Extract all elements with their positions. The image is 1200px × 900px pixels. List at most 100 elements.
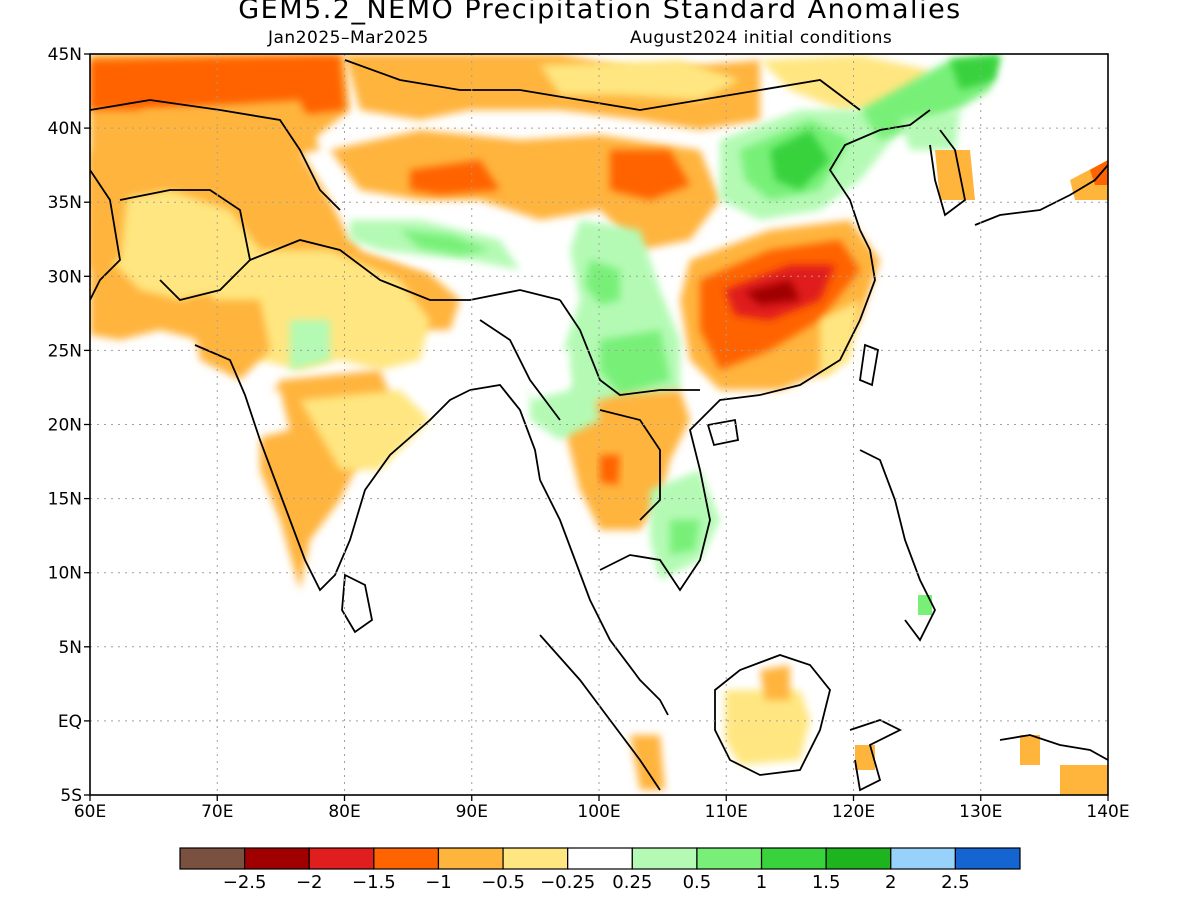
anomaly-area-india-east-light bbox=[300, 390, 430, 470]
coast-myanmar-malay bbox=[539, 479, 669, 716]
lon-tick-label: 110E bbox=[705, 802, 748, 822]
lat-tick-label: 40N bbox=[48, 119, 82, 139]
coast-thai-gulf bbox=[599, 394, 761, 592]
colorbar-label: 0.5 bbox=[683, 872, 712, 893]
colorbar-swatch bbox=[760, 847, 827, 870]
coast-sulawesi bbox=[849, 719, 903, 792]
lon-tick-label: 100E bbox=[577, 802, 620, 822]
coast-china-south bbox=[759, 229, 876, 396]
latitude-labels: 45N 40N 35N 30N 25N 20N 15N 10N 5N EQ 5S bbox=[48, 45, 82, 806]
anomaly-area-mongolia-strip bbox=[540, 60, 740, 100]
colorbar-swatch bbox=[890, 847, 956, 870]
forecast-period: Jan2025–Mar2025 bbox=[268, 28, 429, 48]
colorbar-swatch bbox=[244, 847, 310, 870]
border-afghan-pak bbox=[119, 189, 251, 301]
lat-tick-label: 30N bbox=[48, 267, 82, 287]
axis-ticks bbox=[84, 53, 1109, 801]
lon-tick-label: 120E bbox=[832, 802, 875, 822]
colorbar-label: −1 bbox=[425, 872, 452, 893]
colorbar-label: −2.5 bbox=[223, 872, 267, 893]
anomaly-area-india-west bbox=[190, 300, 270, 380]
anomaly-area-korea-wet bbox=[900, 110, 960, 150]
lat-tick-label: EQ bbox=[58, 712, 82, 732]
anomaly-area-qinghai-dry bbox=[610, 150, 690, 200]
lat-tick-label: 10N bbox=[48, 564, 82, 584]
anomaly-area-central-asia-lightest bbox=[110, 190, 260, 300]
lat-tick-label: 35N bbox=[48, 193, 82, 213]
anomaly-area-india-wet-patch bbox=[290, 320, 330, 370]
border-laos-thai bbox=[599, 409, 661, 521]
colorbar-swatch bbox=[631, 847, 698, 870]
anomaly-area-se-china-darkest bbox=[745, 280, 800, 305]
colorbar-swatch bbox=[825, 847, 892, 870]
border-central-asia bbox=[90, 99, 341, 211]
coast-sumatra bbox=[539, 634, 661, 791]
anomaly-area-japan-core bbox=[1090, 160, 1108, 185]
coast-bay-of-bengal bbox=[469, 384, 541, 481]
anomaly-area-sichuan-wet-core bbox=[585, 260, 620, 305]
anomaly-area-new-guinea-west bbox=[1020, 735, 1040, 765]
coast-hainan bbox=[706, 418, 740, 447]
coast-taiwan bbox=[859, 343, 880, 387]
map-title: GEM5.2_NEMO Precipitation Standard Anoma… bbox=[238, 0, 962, 25]
anomaly-area-west-edge bbox=[90, 150, 130, 270]
anomaly-area-north-china-wet-core bbox=[770, 130, 830, 190]
anomaly-area-indochina-core bbox=[600, 455, 620, 485]
anomaly-area-borneo-north bbox=[760, 665, 790, 700]
lon-tick-label: 140E bbox=[1086, 802, 1129, 822]
longitude-labels: 60E 70E 80E 90E 100E 110E 120E 130E 140E bbox=[74, 802, 1130, 822]
colorbar-swatch bbox=[373, 847, 440, 870]
anomaly-area-tibet-dry-core bbox=[410, 160, 500, 195]
colorbar-label: 0.25 bbox=[612, 872, 652, 893]
anomaly-area-manchuria-core bbox=[950, 55, 1000, 90]
initial-conditions: August2024 initial conditions bbox=[630, 28, 893, 48]
anomaly-shading bbox=[90, 54, 1108, 795]
lat-tick-label: 20N bbox=[48, 416, 82, 436]
colorbar bbox=[179, 847, 1021, 870]
coast-philippines bbox=[859, 449, 937, 642]
border-china-se-asia bbox=[559, 299, 700, 396]
colorbar-label: −0.5 bbox=[481, 872, 525, 893]
lon-tick-label: 130E bbox=[959, 802, 1002, 822]
coast-new-guinea bbox=[999, 734, 1108, 761]
anomaly-area-upper-central-asia bbox=[140, 100, 320, 160]
border-himalaya bbox=[249, 239, 561, 301]
anomaly-area-borneo bbox=[725, 690, 810, 765]
colorbar-label: 2 bbox=[885, 872, 896, 893]
anomaly-area-sumatra-south bbox=[630, 735, 665, 790]
colorbar-label: −0.25 bbox=[540, 872, 595, 893]
lon-tick-label: 60E bbox=[74, 802, 106, 822]
colorbar-swatch bbox=[308, 847, 375, 870]
grid-lines bbox=[90, 54, 1108, 795]
colorbar-swatch bbox=[437, 847, 504, 870]
colorbar-label: 1.5 bbox=[812, 872, 841, 893]
lat-tick-label: 15N bbox=[48, 490, 82, 510]
coast-sri-lanka bbox=[341, 573, 373, 634]
border-mongolia bbox=[344, 59, 861, 111]
lat-tick-label: 5N bbox=[58, 638, 82, 658]
colorbar-swatch bbox=[567, 847, 633, 870]
anomaly-area-india-white bbox=[230, 390, 290, 440]
anomaly-area-korea-south bbox=[935, 150, 975, 200]
lon-tick-label: 70E bbox=[201, 802, 233, 822]
coast-japan bbox=[974, 164, 1108, 226]
coast-india bbox=[194, 344, 471, 592]
anomaly-area-sichuan-wet-south bbox=[600, 330, 670, 395]
anomaly-area-vietnam-wet-core bbox=[670, 520, 700, 555]
colorbar-swatch bbox=[179, 847, 246, 870]
coastlines bbox=[90, 59, 1108, 792]
lat-tick-label: 5S bbox=[60, 786, 82, 806]
colorbar-swatch bbox=[696, 847, 763, 870]
anomaly-area-new-guinea bbox=[1060, 765, 1108, 795]
colorbar-label: 1 bbox=[756, 872, 767, 893]
border-iran bbox=[90, 169, 121, 301]
lat-tick-label: 45N bbox=[48, 45, 82, 65]
coast-korea bbox=[929, 129, 966, 217]
lon-tick-label: 90E bbox=[456, 802, 488, 822]
coast-china-east bbox=[828, 109, 931, 231]
anomaly-area-tibet-green-core bbox=[400, 230, 490, 255]
border-myanmar bbox=[479, 319, 561, 421]
anomaly-area-sulawesi bbox=[855, 745, 875, 770]
colorbar-label: 2.5 bbox=[941, 872, 970, 893]
